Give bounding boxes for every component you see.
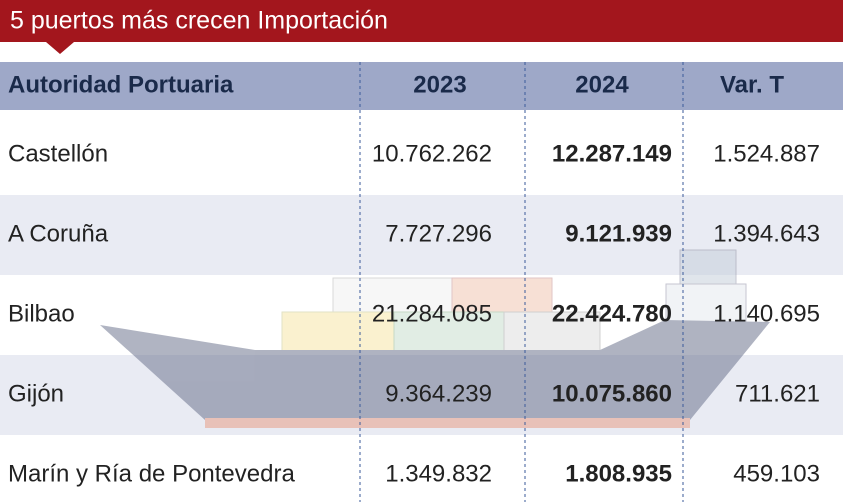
value-cell: 1.349.832 — [385, 460, 492, 487]
title: 5 puertos más crecen Importación — [10, 7, 388, 35]
value-cell: 459.103 — [733, 460, 820, 487]
port-name: Marín y Ría de Pontevedra — [8, 460, 295, 487]
value-cell: 1.394.643 — [713, 220, 820, 247]
header-cell: 2024 — [575, 71, 629, 98]
value-cell: 12.287.149 — [552, 140, 672, 167]
port-name: Gijón — [8, 380, 64, 407]
port-name: A Coruña — [8, 220, 109, 247]
value-cell: 1.140.695 — [713, 300, 820, 327]
title-pointer — [46, 42, 74, 54]
value-cell: 21.284.085 — [372, 300, 492, 327]
title-bar — [0, 0, 843, 42]
value-cell: 7.727.296 — [385, 220, 492, 247]
ship-illustration — [100, 249, 770, 428]
value-cell: 9.364.239 — [385, 380, 492, 407]
value-cell: 10.762.262 — [372, 140, 492, 167]
header-cell: 2023 — [413, 71, 466, 98]
header-row — [0, 62, 843, 110]
value-cell: 9.121.939 — [565, 220, 672, 247]
port-name: Bilbao — [8, 300, 75, 327]
value-cell: 1.808.935 — [565, 460, 672, 487]
value-cell: 10.075.860 — [552, 380, 672, 407]
header-cell: Autoridad Portuaria — [8, 71, 234, 98]
value-cell: 22.424.780 — [552, 300, 672, 327]
value-cell: 711.621 — [735, 380, 820, 407]
value-cell: 1.524.887 — [713, 140, 820, 167]
header-cell: Var. T — [720, 71, 784, 98]
port-name: Castellón — [8, 140, 108, 167]
